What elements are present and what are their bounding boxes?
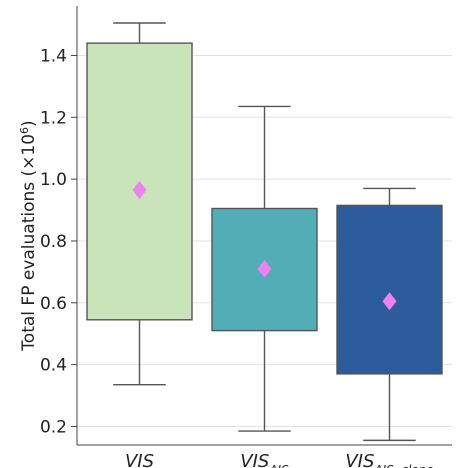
y-axis-title-exponent: 6 (18, 127, 31, 134)
y-axis-title-main: Total FP evaluations (×10 (19, 134, 39, 352)
box-group (336, 187, 443, 442)
y-tick-label: 0.6 (40, 294, 67, 314)
y-tick-label: 0.4 (40, 356, 67, 376)
y-tick-label: 1.4 (40, 46, 67, 66)
box-group (86, 22, 193, 386)
mean-marker (382, 292, 397, 311)
y-tick-label: 1.2 (40, 108, 67, 128)
box-group (211, 105, 318, 432)
y-tick-label: 1.0 (40, 170, 67, 190)
x-tick-label: VIS (125, 451, 154, 468)
x-label-main: VIS (345, 451, 374, 468)
x-axis-labels: VISVISAISVISAIS, clone (125, 451, 434, 468)
mean-marker (257, 259, 272, 278)
x-label-subscript: AIS, clone (373, 463, 433, 468)
y-tick-label: 0.8 (40, 232, 67, 252)
boxes (86, 22, 443, 442)
y-axis-title: Total FP evaluations (×106) (18, 120, 40, 351)
x-tick-label: VISAIS (240, 451, 289, 468)
x-label-main: VIS (240, 451, 269, 468)
box-iqr (336, 204, 443, 375)
y-axis-title-close: ) (19, 120, 39, 127)
x-label-subscript: AIS (268, 463, 289, 468)
y-tick-label: 0.2 (40, 417, 67, 437)
x-tick-label: VISAIS, clone (345, 451, 433, 468)
x-label-main: VIS (125, 451, 154, 468)
mean-marker (132, 180, 147, 199)
y-axis-ticks: 0.2 0.4 0.6 0.8 1.0 1.2 1.4 (40, 46, 77, 437)
